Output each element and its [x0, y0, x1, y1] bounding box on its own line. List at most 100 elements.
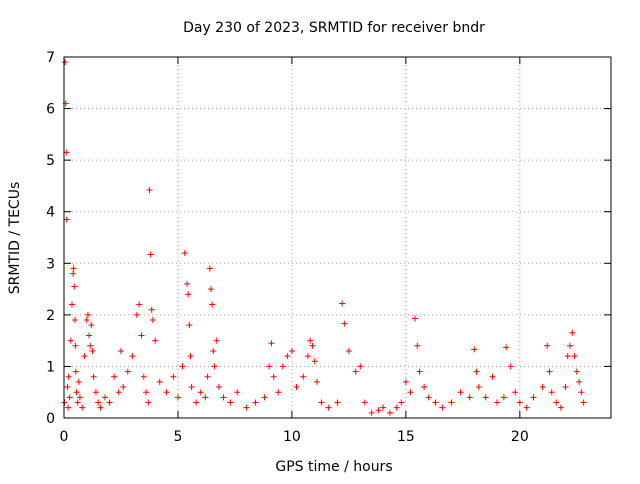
data-point — [170, 373, 177, 380]
data-point — [564, 353, 571, 360]
y-tick-label: 2 — [46, 308, 55, 324]
data-point — [63, 216, 70, 223]
data-point — [325, 404, 332, 411]
data-point — [361, 399, 368, 406]
data-point — [84, 311, 91, 318]
data-point — [473, 368, 480, 375]
data-point — [523, 404, 530, 411]
data-point — [414, 342, 421, 349]
data-point — [186, 322, 193, 329]
x-axis-label: GPS time / hours — [275, 459, 392, 475]
data-point — [156, 378, 163, 385]
data-point — [70, 270, 77, 277]
data-point — [293, 384, 300, 391]
data-point — [475, 384, 482, 391]
data-point — [87, 342, 94, 349]
data-point — [152, 337, 159, 344]
data-point — [530, 394, 537, 401]
data-point — [439, 404, 446, 411]
data-point — [66, 394, 73, 401]
data-point — [188, 384, 195, 391]
data-point — [548, 389, 555, 396]
data-point — [211, 363, 218, 370]
data-point — [512, 389, 519, 396]
data-point — [111, 373, 118, 380]
data-point — [213, 337, 220, 344]
data-point — [89, 347, 96, 354]
data-point — [571, 353, 578, 360]
data-point — [557, 404, 564, 411]
data-point — [345, 347, 352, 354]
data-point — [398, 399, 405, 406]
data-point — [576, 378, 583, 385]
data-point — [234, 389, 241, 396]
data-point — [500, 394, 507, 401]
data-point — [266, 363, 273, 370]
data-point — [566, 342, 573, 349]
data-point — [220, 394, 227, 401]
grid-layer — [64, 57, 611, 418]
data-point — [407, 389, 414, 396]
data-point — [124, 368, 131, 375]
data-point — [288, 347, 295, 354]
data-point — [138, 332, 145, 339]
y-tick-label: 7 — [46, 50, 55, 66]
data-point — [309, 342, 316, 349]
x-tick-label: 0 — [60, 429, 69, 445]
data-point — [318, 399, 325, 406]
data-point — [227, 399, 234, 406]
data-point — [580, 399, 587, 406]
data-point — [106, 399, 113, 406]
data-point — [311, 358, 318, 365]
data-point — [208, 286, 215, 293]
data-point — [202, 394, 209, 401]
data-point — [88, 322, 95, 329]
data-point — [507, 363, 514, 370]
data-point — [92, 389, 99, 396]
data-point — [115, 389, 122, 396]
data-point — [95, 399, 102, 406]
data-point — [553, 399, 560, 406]
data-point — [145, 399, 152, 406]
y-tick-label: 6 — [46, 102, 55, 118]
data-point — [569, 329, 576, 336]
data-point — [64, 384, 71, 391]
data-point — [539, 384, 546, 391]
data-point — [129, 353, 136, 360]
data-point — [432, 399, 439, 406]
data-point — [179, 363, 186, 370]
data-point — [516, 399, 523, 406]
data-point — [140, 373, 147, 380]
data-point — [307, 337, 314, 344]
data-point — [313, 378, 320, 385]
data-point — [425, 394, 432, 401]
data-point — [334, 399, 341, 406]
data-point — [68, 301, 75, 308]
x-tick-label: 15 — [397, 429, 415, 445]
plot-frame — [63, 56, 612, 419]
data-point — [352, 368, 359, 375]
data-point — [341, 320, 348, 327]
x-tick-label: 5 — [173, 429, 182, 445]
data-point — [215, 384, 222, 391]
y-tick-label: 4 — [46, 205, 55, 221]
series-bndr — [61, 59, 587, 416]
data-point — [187, 353, 194, 360]
data-point — [206, 265, 213, 272]
data-point — [120, 384, 127, 391]
y-tick-label: 0 — [46, 411, 55, 427]
data-point — [72, 368, 79, 375]
data-point — [261, 394, 268, 401]
data-point — [279, 363, 286, 370]
data-point — [86, 332, 93, 339]
y-axis-label: SRMTID / TECUs — [7, 182, 23, 295]
data-point — [65, 373, 72, 380]
data-point — [74, 399, 81, 406]
data-point — [416, 368, 423, 375]
data-point — [65, 404, 72, 411]
data-point — [304, 353, 311, 360]
data-point — [578, 389, 585, 396]
data-point — [380, 404, 387, 411]
